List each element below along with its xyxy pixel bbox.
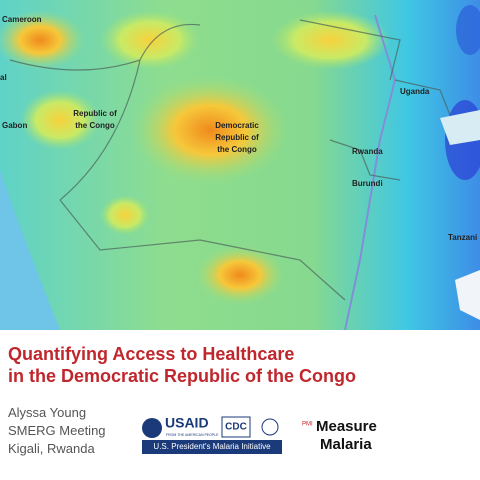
usaid-tagline: FROM THE AMERICAN PEOPLE xyxy=(166,433,219,437)
author-event: SMERG Meeting xyxy=(8,423,106,438)
usaid-seal xyxy=(142,418,162,438)
author-name: Alyssa Young xyxy=(8,405,87,420)
map-label: the Congo xyxy=(217,145,257,154)
map-label: Uganda xyxy=(400,87,430,96)
map-label: Gabon xyxy=(2,121,27,130)
logos: USAID FROM THE AMERICAN PEOPLE CDC U.S. … xyxy=(142,415,377,454)
map-label: Republic of xyxy=(73,109,117,118)
pmi-bar xyxy=(142,440,282,454)
malaria-text: Malaria xyxy=(320,436,372,453)
author-place: Kigali, Rwanda xyxy=(8,441,95,456)
map-label: al xyxy=(0,73,7,82)
usaid-logo: USAID xyxy=(165,415,209,431)
map-label: Democratic xyxy=(215,121,259,130)
cdc-box xyxy=(221,416,251,438)
map-label: Rwanda xyxy=(352,147,383,156)
title-line: in the Democratic Republic of the Congo xyxy=(8,366,357,386)
pmi-text: PMI xyxy=(302,422,313,428)
measure-text: Measure xyxy=(316,418,377,435)
map-label: Republic of xyxy=(215,133,259,142)
map: Cameroon al Gabon Republic of the Congo Democ… xyxy=(0,0,480,330)
hhs-seal xyxy=(261,418,279,436)
map-label: Tanzani xyxy=(448,233,477,242)
map-label: the Congo xyxy=(75,121,115,130)
title-line: Quantifying Access to Healthcare xyxy=(8,344,295,364)
pmi-bar-text: U.S. President's Malaria Initiative xyxy=(153,442,271,451)
map-label: Cameroon xyxy=(2,15,42,24)
map-label: Burundi xyxy=(352,179,383,188)
cdc-logo: CDC xyxy=(225,422,247,433)
